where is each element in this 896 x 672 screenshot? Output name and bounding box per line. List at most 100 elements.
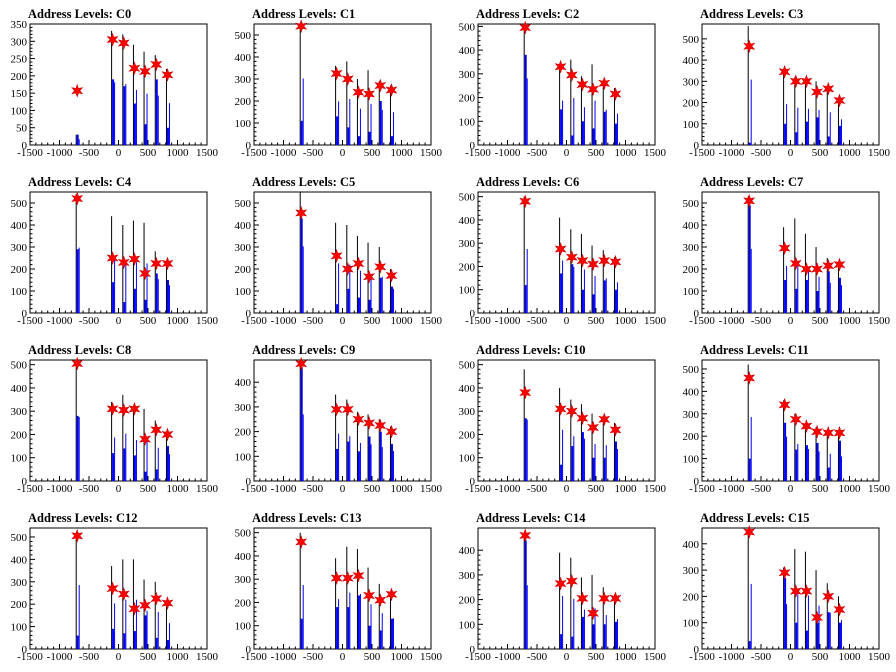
x-tick-label: 0 — [788, 147, 794, 159]
x-tick-label: -500 — [527, 147, 548, 159]
chart-title: Address Levels: C6 — [476, 175, 579, 189]
histogram-plot: Address Levels: C70100200300400500-1500-… — [683, 175, 891, 327]
x-tick-label: 500 — [812, 483, 829, 495]
x-tick-label: -500 — [527, 483, 548, 495]
x-tick-label: 1000 — [391, 147, 414, 159]
x-tick-label: 1000 — [167, 315, 190, 327]
histogram-plot: Address Levels: C60100200300400500-1500-… — [459, 175, 667, 327]
histogram-panel: Address Levels: C14 0 100 200 300 400 -1500 -10… — [448, 504, 672, 672]
x-tick-label: -500 — [79, 315, 100, 327]
y-tick-label: 200 — [11, 599, 28, 611]
x-tick-label: 1000 — [615, 147, 638, 159]
x-tick-label: 1500 — [196, 147, 219, 159]
x-tick-label: -500 — [79, 483, 100, 495]
y-tick-label: 200 — [459, 261, 476, 273]
level-marker — [128, 401, 141, 416]
y-tick-label: 400 — [683, 55, 700, 67]
level-marker — [822, 425, 835, 440]
x-tick-label: 0 — [116, 315, 122, 327]
x-tick-label: 0 — [116, 147, 122, 159]
x-tick-label: 500 — [588, 483, 605, 495]
y-tick-label: 200 — [235, 427, 252, 439]
y-tick-label: 300 — [235, 242, 252, 254]
level-marker — [743, 525, 756, 539]
y-tick-label: 0 — [694, 476, 700, 488]
x-tick-label: -1500 — [465, 483, 491, 495]
x-tick-label: -500 — [751, 147, 772, 159]
level-marker — [106, 401, 119, 416]
y-tick-label: 400 — [11, 220, 28, 232]
level-marker — [778, 397, 791, 412]
level-marker — [71, 528, 84, 543]
x-tick-label: 1500 — [196, 651, 219, 663]
x-tick-label: 1500 — [420, 483, 443, 495]
level-marker — [71, 191, 84, 206]
level-marker — [554, 59, 567, 74]
level-marker — [789, 584, 802, 599]
y-tick-label: 350 — [11, 19, 28, 31]
y-tick-label: 300 — [11, 36, 28, 48]
y-tick-label: 100 — [683, 454, 700, 466]
level-marker — [811, 610, 824, 625]
y-tick-label: 400 — [11, 383, 28, 395]
y-tick-label: 300 — [11, 242, 28, 254]
histogram-plot: Address Levels: C9 0 100 200 300 400 -1500 -100… — [235, 343, 443, 495]
level-marker — [519, 385, 532, 400]
histogram-plot: Address Levels: C14 0 100 200 300 400 -1500 -10… — [459, 511, 667, 663]
x-tick-label: -500 — [79, 147, 100, 159]
histogram-plot: Address Levels: C10100200300400500-1500-… — [235, 7, 443, 159]
y-tick-label: 300 — [11, 406, 28, 418]
x-tick-label: 1500 — [644, 651, 667, 663]
x-tick-label: -1500 — [689, 651, 715, 663]
level-marker — [150, 591, 163, 606]
x-tick-label: 0 — [340, 483, 346, 495]
histogram-panel: Address Levels: C10 0 100 200 300 400 500 -1500… — [448, 336, 672, 504]
x-tick-label: 1000 — [167, 147, 190, 159]
x-tick-label: -1000 — [495, 147, 521, 159]
x-tick-label: -1000 — [719, 483, 745, 495]
level-marker — [385, 587, 398, 602]
x-tick-label: -500 — [303, 483, 324, 495]
chart-title: Address Levels: C13 — [252, 511, 362, 525]
x-tick-label: 500 — [588, 315, 605, 327]
level-marker — [822, 258, 835, 273]
level-marker — [587, 606, 600, 621]
x-tick-label: 1000 — [167, 651, 190, 663]
y-tick-label: 400 — [11, 554, 28, 566]
x-tick-label: 1500 — [868, 483, 891, 495]
x-tick-label: -1500 — [17, 483, 43, 495]
y-tick-label: 300 — [683, 565, 700, 577]
x-tick-label: 1000 — [391, 483, 414, 495]
x-tick-label: 0 — [564, 147, 570, 159]
y-tick-label: 100 — [11, 622, 28, 634]
x-tick-label: 0 — [116, 483, 122, 495]
level-marker — [295, 535, 308, 549]
x-tick-label: 0 — [340, 147, 346, 159]
y-tick-label: 100 — [683, 618, 700, 630]
chart-title: Address Levels: C1 — [252, 7, 355, 21]
y-tick-label: 100 — [683, 286, 700, 298]
level-marker — [609, 591, 622, 606]
y-tick-label: 500 — [683, 364, 700, 376]
y-tick-label: 300 — [235, 402, 252, 414]
y-tick-label: 50 — [16, 123, 28, 135]
x-tick-label: -500 — [79, 651, 100, 663]
level-marker — [609, 422, 622, 437]
level-marker — [71, 356, 84, 371]
plot-frame — [477, 23, 656, 146]
x-tick-label: 1000 — [615, 315, 638, 327]
y-tick-label: 0 — [694, 140, 700, 152]
level-marker — [117, 587, 130, 602]
x-tick-label: -500 — [751, 483, 772, 495]
x-tick-label: 0 — [340, 315, 346, 327]
histogram-panel: Address Levels: C11 0 100 200 300 400 500 -1500… — [672, 336, 896, 504]
level-marker — [598, 591, 611, 606]
histogram-panel: Address Levels: C13 0 100 200 300 400 500 -1500… — [224, 504, 448, 672]
y-tick-label: 100 — [459, 285, 476, 297]
plot-frame — [701, 527, 880, 650]
chart-title: Address Levels: C0 — [28, 7, 131, 21]
level-marker — [778, 64, 791, 79]
x-tick-label: -1500 — [17, 315, 43, 327]
histogram-plot: Address Levels: C15 0 100 200 300 400 -1500 -10… — [683, 511, 891, 663]
level-marker — [161, 256, 174, 271]
